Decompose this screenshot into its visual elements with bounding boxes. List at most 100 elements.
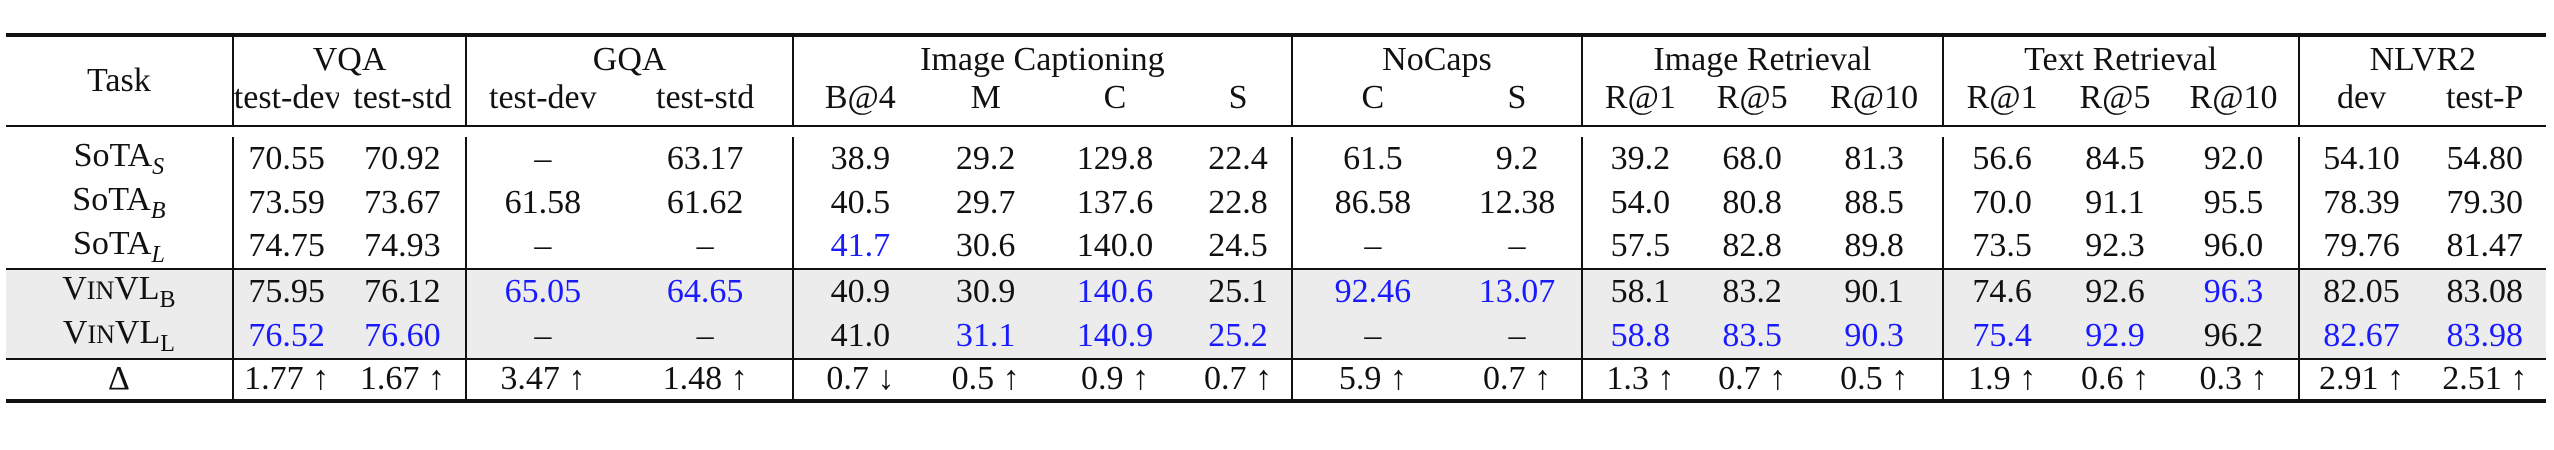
table-cell: 54.0 <box>1581 180 1698 225</box>
table-cell: 3.47 ↑ <box>465 357 619 401</box>
table-cell: 12.38 <box>1478 183 1556 221</box>
table-cell: 83.98 <box>2423 314 2546 359</box>
table-cell: 1.77 ↑ <box>231 357 340 401</box>
table-cell: 90.3 <box>1806 314 1943 359</box>
table-cell: – <box>1290 314 1453 359</box>
subcolumn-header: R@5 <box>2079 79 2151 116</box>
table-cell: 76.12 <box>339 268 467 315</box>
row-label-subscript: B <box>159 287 176 314</box>
table-row: VINVLB 75.95 76.12 65.05 64.65 40.9 30.9 140.6 2… <box>6 268 2546 315</box>
group-header-nocaps: NoCaps <box>1290 37 1583 79</box>
row-label-main: SoTA <box>73 137 153 174</box>
table-cell: 70.55 <box>231 137 340 181</box>
row-label-part: VL <box>114 314 161 352</box>
table-cell: – <box>465 314 619 359</box>
table-cell: 54.10 <box>2297 137 2424 181</box>
row-label: VINVLB <box>6 268 233 315</box>
results-table: Task VQA GQA Image Captioning NoCaps Ima… <box>6 33 2546 405</box>
table-cell: 29.7 <box>955 183 1016 221</box>
table-cell: 5.9 ↑ <box>1290 357 1453 401</box>
bottom-rule <box>6 398 2546 405</box>
table-cell: 86.58 <box>1290 180 1453 225</box>
row-label-part: VL <box>114 270 160 308</box>
table-cell: – <box>465 224 619 270</box>
table-row: SoTAS 70.55 70.92–63.17 38.9 29.2 129.8 22.4 61… <box>6 137 2546 181</box>
table-cell: 0.5 ↑ <box>1806 357 1943 401</box>
row-label-subscript: L <box>151 241 165 268</box>
table-cell: 68.0 <box>1722 139 1782 177</box>
table-cell: 56.6 <box>1941 137 2061 181</box>
table-cell: 73.67 <box>364 183 441 221</box>
table-cell: 82.67 <box>2297 314 2424 359</box>
table-cell: 92.6 <box>2060 268 2170 315</box>
table-cell: 82.05 <box>2297 268 2424 315</box>
table-cell: – <box>618 314 793 359</box>
subcolumn-header: B@4 <box>791 79 927 126</box>
table-cell: 73.5 <box>1941 224 2061 270</box>
row-label-main: SoTA <box>72 224 152 262</box>
subcolumn-header: dev <box>2297 79 2424 126</box>
row-label: VINVLL <box>6 314 233 359</box>
row-label: Δ <box>6 357 233 401</box>
table-row: VINVLL 76.52 76.60– –41.0 31.1 140.9 25.2– –58.… <box>6 314 2546 359</box>
table-cell: 79.30 <box>2446 183 2523 221</box>
table-cell: 95.5 <box>2203 183 2264 221</box>
table-cell: 92.3 <box>2085 227 2145 265</box>
subcolumn-header: test-P <box>2445 79 2524 116</box>
table-cell: 22.4 <box>1208 139 1268 177</box>
table-cell: 81.3 <box>1844 139 1904 177</box>
table-cell: 96.2 <box>2169 314 2299 359</box>
subcolumn-header-row: test-dev test-std test-dev test-std B@4 M C S C S… <box>6 79 2546 126</box>
subcolumn-header: R@10 <box>1830 79 1919 116</box>
table-cell: 24.5 <box>1208 227 1268 265</box>
table-cell: 96.3 <box>2169 268 2299 315</box>
table-cell: 76.52 <box>231 314 340 359</box>
row-label-part: V <box>62 314 88 352</box>
subcolumn-header: test-dev <box>465 79 619 126</box>
row-label-part: IN <box>87 320 115 350</box>
table-cell: 83.08 <box>2423 268 2546 315</box>
table-cell: 64.65 <box>618 268 793 315</box>
table-cell: 76.60 <box>339 314 467 359</box>
table-cell: 0.7 ↓ <box>791 357 927 401</box>
table-cell: 92.0 <box>2203 139 2264 177</box>
table-cell: 39.2 <box>1581 137 1698 181</box>
table-cell: 13.07 <box>1452 268 1583 315</box>
table-cell: 63.17 <box>666 139 744 177</box>
table-cell: 137.6 <box>1076 183 1154 221</box>
table-row: SoTAL 74.75 74.93– –41.7 30.6 140.0 24.5– –57.5… <box>6 224 2546 270</box>
table-cell: – <box>1290 224 1453 270</box>
subcolumn-header: test-std <box>656 79 755 116</box>
table-cell: 83.5 <box>1697 314 1807 359</box>
row-label-main: Δ <box>107 360 130 398</box>
table-cell: 0.7 ↑ <box>1697 357 1807 401</box>
group-header-row: Task VQA GQA Image Captioning NoCaps Ima… <box>6 37 2546 99</box>
subcolumn-header: M <box>970 79 1001 116</box>
table-cell: 74.93 <box>364 227 441 265</box>
row-label: SoTAB <box>6 181 233 225</box>
table-cell: 40.9 <box>791 268 927 315</box>
table-cell: 79.76 <box>2297 224 2424 270</box>
table-cell: 0.6 ↑ <box>2060 357 2170 401</box>
table-cell: 38.9 <box>791 137 927 181</box>
group-header-text-retrieval: Text Retrieval <box>1941 37 2299 79</box>
subcolumn-header: S <box>1507 79 1527 116</box>
table-cell: 140.6 <box>1044 268 1186 315</box>
table-cell: – <box>1452 314 1583 359</box>
task-header: Task <box>87 62 151 99</box>
table-cell: 1.3 ↑ <box>1581 357 1698 401</box>
table-cell: 25.2 <box>1185 314 1292 359</box>
table-cell: 75.4 <box>1941 314 2061 359</box>
table-cell: 0.7 ↑ <box>1185 357 1292 401</box>
table-cell: – <box>1508 227 1526 265</box>
table-cell: – <box>696 227 714 265</box>
table-cell: 22.8 <box>1208 183 1268 221</box>
table-cell: 91.1 <box>2085 183 2145 221</box>
table-cell: 2.91 ↑ <box>2297 357 2424 401</box>
subcolumn-header: R@5 <box>1716 79 1788 116</box>
table-cell: 25.1 <box>1185 268 1292 315</box>
group-header-image-captioning: Image Captioning <box>791 37 1292 79</box>
group-header-gqa: GQA <box>465 37 793 79</box>
table-cell: 96.0 <box>2203 227 2264 265</box>
row-label-part: IN <box>86 276 115 306</box>
